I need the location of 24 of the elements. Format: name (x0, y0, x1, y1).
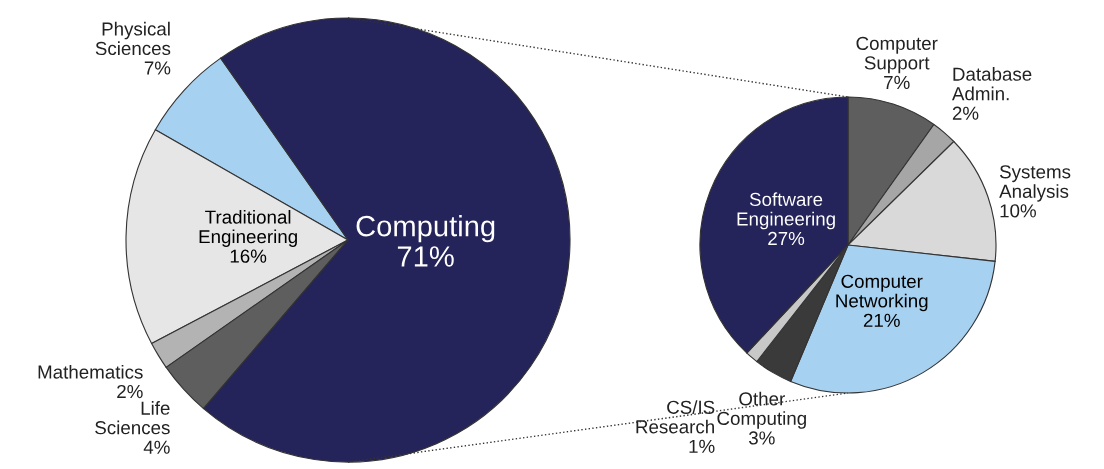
data-label: 7% (144, 61, 171, 75)
data-label: 10% (1000, 204, 1036, 218)
data-label: 3% (748, 431, 775, 445)
slice-label: Database Admin. (951, 67, 1032, 101)
slice-label: Other Computing (717, 391, 806, 429)
data-label: 21% (863, 313, 900, 327)
slice-label: Life Sciences (95, 401, 170, 435)
slice-label: CS/IS Research (636, 400, 715, 434)
slice-label: Physical Sciences (95, 21, 171, 56)
data-label: 1% (689, 439, 715, 453)
slice-label: Computer Networking (836, 274, 928, 312)
slice-label: Systems Analysis (999, 165, 1071, 202)
slice-label: Traditional Engineering (199, 210, 297, 247)
slice-label: Computer Support (856, 36, 938, 74)
data-label: 4% (143, 440, 170, 454)
data-label: 71% (397, 246, 454, 267)
slice-label: Software Engineering (737, 192, 835, 230)
data-label: 16% (230, 249, 267, 263)
data-label: 2% (117, 384, 143, 399)
data-label: 27% (768, 231, 805, 246)
slice-label: Mathematics (38, 364, 143, 379)
data-label: 2% (952, 106, 979, 120)
data-label: 7% (884, 75, 910, 89)
slice-label: Computing (356, 215, 495, 243)
